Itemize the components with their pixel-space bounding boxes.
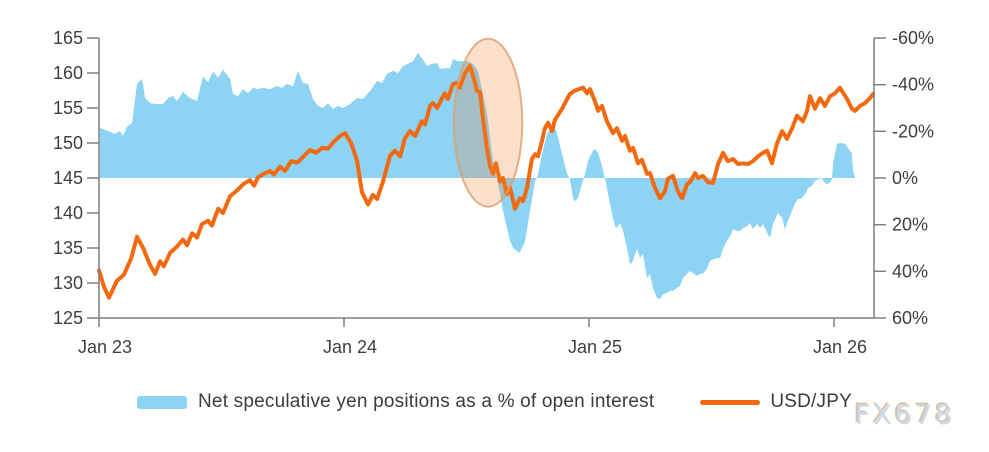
left-axis-tick-label: 130 bbox=[53, 273, 83, 293]
right-axis-tick-label: -40% bbox=[892, 75, 934, 95]
highlight-ellipse bbox=[453, 37, 524, 208]
legend-label-usdjpy: USD/JPY bbox=[770, 391, 852, 412]
right-axis-tick-label: 20% bbox=[892, 215, 928, 235]
legend-item-yen-positions: Net speculative yen positions as a % of … bbox=[137, 391, 654, 413]
left-axis-tick-label: 160 bbox=[53, 63, 83, 83]
legend-item-usdjpy: USD/JPY bbox=[700, 391, 852, 413]
right-axis-tick-label: 60% bbox=[892, 308, 928, 328]
left-axis-tick-label: 140 bbox=[53, 203, 83, 223]
right-axis-tick-label: 0% bbox=[892, 168, 918, 188]
x-axis-tick-label: Jan 26 bbox=[813, 337, 867, 357]
left-axis-tick-label: 145 bbox=[53, 168, 83, 188]
left-axis-tick-label: 155 bbox=[53, 98, 83, 118]
legend-label-yen-positions: Net speculative yen positions as a % of … bbox=[198, 391, 655, 412]
x-axis-tick-label: Jan 23 bbox=[78, 337, 132, 357]
x-axis-tick-label: Jan 24 bbox=[323, 337, 377, 357]
area-series-swatch-icon bbox=[137, 395, 188, 409]
left-axis-tick-label: 165 bbox=[53, 28, 83, 48]
yen-positions-area bbox=[100, 52, 856, 300]
x-axis-tick-label: Jan 25 bbox=[568, 337, 622, 357]
right-axis-tick-label: -20% bbox=[892, 121, 934, 141]
right-axis-tick-label: -60% bbox=[892, 28, 934, 48]
line-series-swatch-icon bbox=[700, 399, 761, 405]
left-axis-tick-label: 125 bbox=[53, 308, 83, 328]
left-axis-tick-label: 150 bbox=[53, 133, 83, 153]
fx678-watermark: FX678 bbox=[855, 400, 956, 431]
chart-legend: Net speculative yen positions as a % of … bbox=[0, 386, 989, 418]
right-axis-tick-label: 40% bbox=[892, 261, 928, 281]
left-axis-tick-label: 135 bbox=[53, 238, 83, 258]
